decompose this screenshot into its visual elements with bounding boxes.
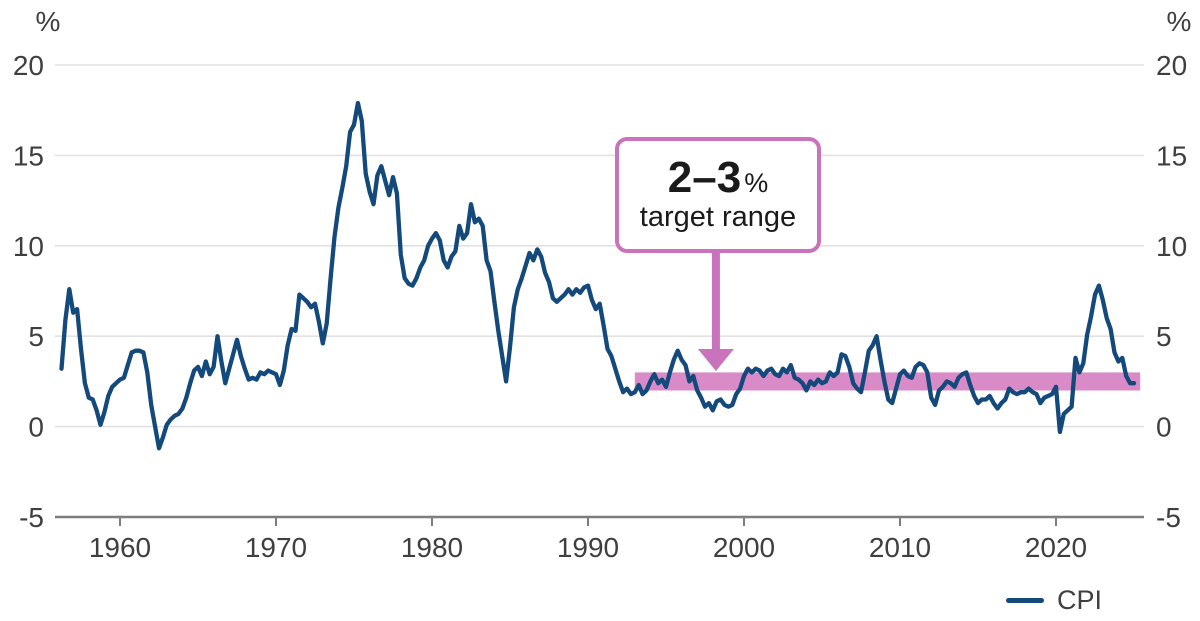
y-axis-labels: 20 20 15 15 10 10 5 5 0 0 -5 -5%% xyxy=(13,6,1192,533)
y-tick-label-left: -5 xyxy=(19,502,44,533)
y-axis-unit-right: % xyxy=(1167,6,1192,37)
x-tick-label: 1960 xyxy=(89,532,151,563)
y-tick-label-right: 15 xyxy=(1156,140,1187,171)
annotation-range-line: 2–3 % xyxy=(668,156,768,200)
cpi-line xyxy=(59,100,1137,451)
y-tick-label-right: -5 xyxy=(1156,502,1181,533)
legend-label: CPI xyxy=(1057,584,1103,615)
y-axis-unit-left: % xyxy=(36,6,61,37)
x-tick-label: 1990 xyxy=(557,532,619,563)
x-tick-label: 2020 xyxy=(1025,532,1087,563)
gridlines xyxy=(55,64,1144,428)
legend-swatch xyxy=(1006,597,1044,603)
y-tick-label-right: 0 xyxy=(1156,412,1172,443)
y-tick-label-left: 20 xyxy=(13,50,44,81)
y-tick-label-left: 5 xyxy=(28,321,44,352)
y-tick-label-left: 15 xyxy=(13,140,44,171)
x-axis: 1960 1970 1980 1990 2000 2010 2020 xyxy=(55,515,1144,563)
x-tick-label: 2000 xyxy=(713,532,775,563)
annotation-box: 2–3 % target range xyxy=(615,137,821,253)
y-tick-label-right: 5 xyxy=(1156,321,1172,352)
target-arrow xyxy=(697,251,734,371)
annotation-percent-sign: % xyxy=(744,168,769,199)
y-tick-label-right: 20 xyxy=(1156,50,1187,81)
y-tick-label-left: 0 xyxy=(28,412,44,443)
x-tick-label: 1970 xyxy=(245,532,307,563)
legend: CPI xyxy=(1006,585,1102,615)
target-band xyxy=(634,372,1141,391)
x-tick-label: 1980 xyxy=(401,532,463,563)
annotation-label: target range xyxy=(639,201,797,234)
annotation-range-text: 2–3 xyxy=(667,153,742,203)
x-tick-label: 2010 xyxy=(869,532,931,563)
y-tick-label-left: 10 xyxy=(13,231,44,262)
y-tick-label-right: 10 xyxy=(1156,231,1187,262)
